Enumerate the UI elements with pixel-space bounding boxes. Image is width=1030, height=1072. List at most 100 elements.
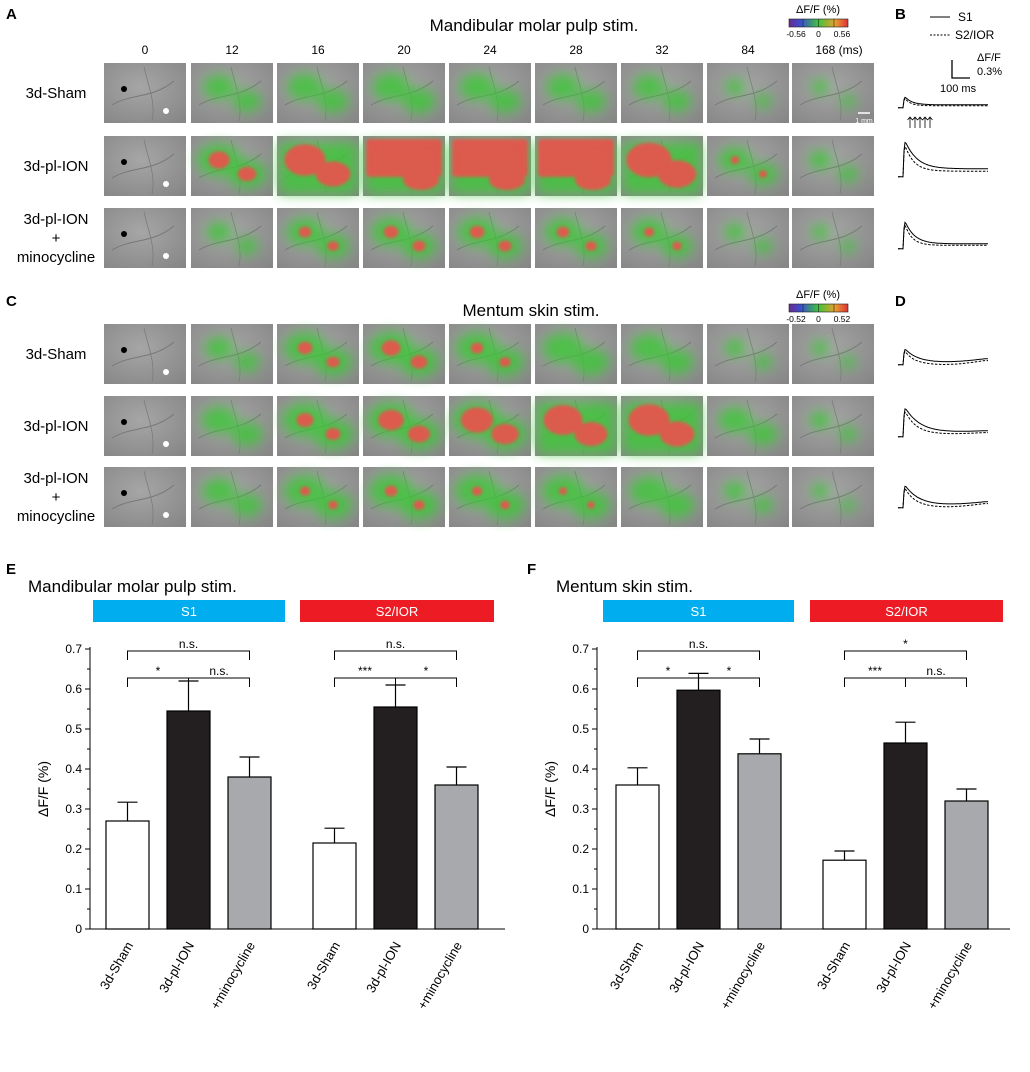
image-tile: [792, 136, 874, 196]
time-label: 20: [397, 43, 411, 57]
heat-red: [730, 156, 740, 164]
vessel-line: [714, 80, 778, 106]
heatmap-response: [811, 483, 856, 512]
vessel-line: [143, 470, 154, 526]
image-tile: [449, 208, 531, 268]
bar: [227, 776, 272, 930]
electrode-dot-s2: [163, 441, 169, 447]
image-tile: [707, 208, 789, 268]
heat-red: [543, 405, 583, 435]
heatmap-response: [287, 73, 349, 114]
trace-s2: [898, 145, 988, 178]
panel-e-chart: Mandibular molar pulp stim. 0 0.1 0.2 0.3 0.4…: [28, 577, 505, 1012]
heatmap-response: [809, 411, 858, 442]
sig-label-left: *: [156, 664, 161, 678]
heat-green: [660, 349, 694, 375]
heat-green: [232, 493, 262, 517]
image-tile: [277, 324, 359, 384]
x-tick-label: +minocycline: [207, 939, 258, 1012]
heat-red: [366, 139, 442, 177]
image-tile-bg: [191, 324, 273, 384]
heat-green: [723, 481, 747, 501]
heat-green: [838, 426, 858, 442]
time-label: 32: [655, 43, 669, 57]
image-tile: [363, 63, 445, 123]
heat-green: [202, 74, 236, 100]
heat-red: [407, 425, 431, 443]
image-tile: [277, 467, 359, 527]
vessel-line: [831, 66, 842, 122]
heatmap-response: [542, 332, 610, 376]
time-label: 84: [741, 43, 755, 57]
scale-bar: 1 mm: [855, 112, 873, 125]
heat-green: [837, 165, 859, 183]
heat-green: [748, 422, 778, 446]
image-tile: [707, 396, 789, 456]
image-tile: [621, 396, 703, 456]
heat-green: [459, 73, 495, 101]
heat-green: [372, 72, 410, 102]
heat-green: [754, 93, 772, 109]
group-header-label: S1: [181, 604, 197, 619]
panel-f-chart: Mentum skin stim. 0 0.1 0.2 0.3 0.4 0.5 0.6 0.7 Δ…: [542, 577, 1010, 1012]
y-tick-label: 0.1: [572, 882, 589, 896]
y-tick-label: 0.3: [65, 802, 82, 816]
legend-s2: S2/IOR: [955, 28, 995, 42]
heatmap-core: [460, 407, 519, 445]
vessel-line: [799, 153, 863, 179]
y-tick-label: 0.6: [572, 682, 589, 696]
heatmap-core: [730, 156, 768, 178]
group-header-bar: [603, 600, 794, 622]
image-tile-bg: [792, 324, 874, 384]
image-tile-bg: [707, 63, 789, 123]
heatmap-response: [202, 74, 262, 112]
electrode-dot-s1: [121, 159, 127, 165]
heatmap-core: [643, 227, 682, 251]
heat-red: [575, 170, 611, 190]
trace-s2: [898, 350, 988, 366]
heat-red: [469, 225, 485, 239]
image-tile: [792, 208, 874, 268]
panel-a-title: Mandibular molar pulp stim.: [430, 16, 639, 35]
panel-b-traces: [898, 96, 988, 250]
panel-letter-f: F: [527, 561, 536, 578]
heatmap-core: [381, 340, 428, 369]
trace-s1: [898, 348, 988, 366]
image-tile-bg: [792, 396, 874, 456]
heat-green: [201, 406, 237, 434]
group-header-label: S2/IOR: [885, 604, 928, 619]
heat-green: [234, 352, 260, 372]
image-tile: [535, 324, 617, 384]
image-tile: [621, 136, 703, 196]
image-tile-bg: [707, 208, 789, 268]
image-tile: [363, 208, 445, 268]
colorbar-min-label: -0.56: [786, 29, 806, 39]
image-tile-bg: [792, 467, 874, 527]
image-tile: [277, 396, 359, 456]
heatmap-core: [538, 139, 614, 190]
image-tile: [535, 136, 617, 196]
panel-b-legend: S1 S2/IOR: [930, 10, 995, 42]
sig-label-outer: n.s.: [386, 637, 405, 651]
time-label: 12: [225, 43, 239, 57]
sig-label-outer: *: [903, 637, 908, 651]
heat-red: [237, 166, 257, 182]
row-label: 3d-pl-ION: [23, 211, 88, 228]
heatmap-response: [202, 478, 262, 517]
y-tick-label: 0.1: [65, 882, 82, 896]
image-tile: [535, 63, 617, 123]
x-tick-label: 3d-pl-ION: [666, 939, 707, 995]
heat-green: [204, 336, 234, 360]
vessel-line: [143, 211, 154, 267]
image-tile-bg: [104, 208, 186, 268]
heatmap-response: [204, 336, 260, 372]
heat-red: [410, 355, 428, 369]
panel-letter-b: B: [895, 6, 906, 23]
image-tile: [792, 324, 874, 384]
x-tick-label: 3d-pl-ION: [363, 939, 404, 995]
sig-bracket-outer: [844, 650, 967, 660]
vessel-line: [230, 211, 241, 267]
heatmap-response: [811, 79, 856, 108]
electrode-dot-s2: [163, 369, 169, 375]
group-header-bar: [810, 600, 1003, 622]
